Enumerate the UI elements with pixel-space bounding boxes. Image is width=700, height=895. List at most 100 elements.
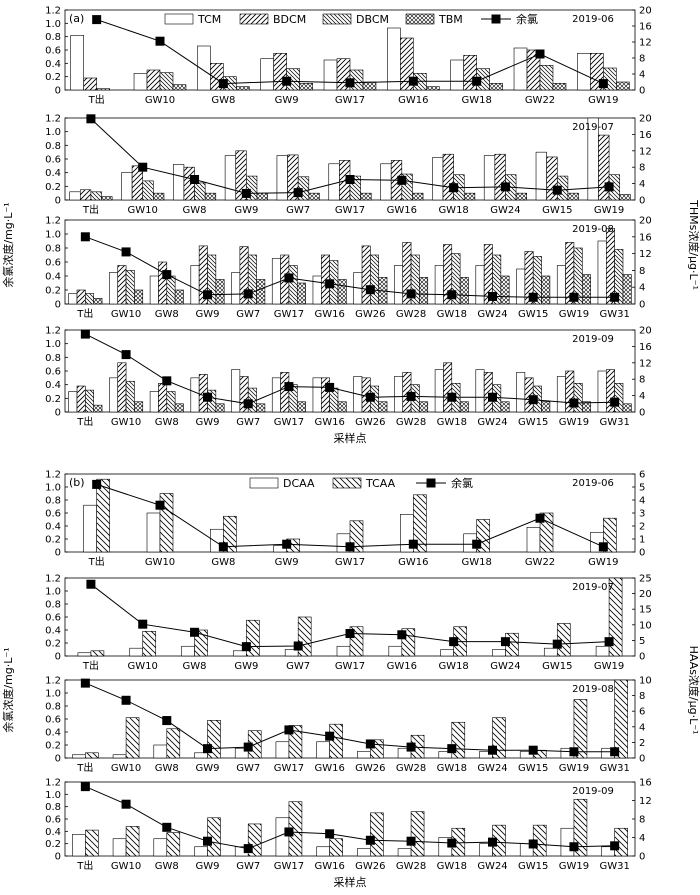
xtick-label: GW19: [588, 557, 618, 568]
xtick-label: GW15: [518, 861, 548, 872]
legend-label-tbm: TBM: [438, 13, 463, 26]
bar-dcaa: [543, 647, 558, 657]
ytick-label: 1.2: [45, 574, 61, 585]
bar-dcaa: [492, 649, 506, 657]
xtick-label: GW7: [236, 417, 260, 428]
line-residual-chlorine: [85, 333, 615, 405]
bar-tcm: [432, 157, 444, 201]
xtick-label: GW22: [525, 95, 555, 106]
bar-dbcm: [401, 173, 413, 201]
bar-tcm: [224, 155, 237, 201]
xtick-label: GW24: [477, 309, 507, 320]
y2tick-label: 5: [639, 483, 645, 494]
ytick-label: 0: [55, 754, 61, 765]
xtick-label: GW17: [274, 309, 304, 320]
bar-tcm: [190, 265, 200, 305]
xtick-label: GW9: [196, 309, 220, 320]
ytick-label: 1.0: [45, 127, 61, 138]
ytick-label: 0.8: [45, 244, 61, 255]
bar-tcm: [483, 155, 496, 201]
bar-tbm: [236, 86, 250, 91]
xtick-label: GW9: [275, 95, 299, 106]
xtick-label: GW19: [559, 763, 589, 774]
point-residual-chlorine: [80, 329, 90, 339]
ytick-label: 0.6: [45, 509, 61, 520]
xtick-label: GW16: [314, 861, 344, 872]
panel-6: 0 0.2 0.4 0.6 0.8 1.0 1.2 0 2 4 6 8 10 T出 GW10 GW8 GW9 GW…: [45, 676, 652, 775]
bar-tbm: [174, 403, 184, 413]
bar-tbm: [622, 274, 632, 305]
y2tick-label: 1: [639, 535, 645, 546]
y2tick-label: 4: [639, 391, 645, 402]
point-residual-chlorine: [528, 292, 538, 302]
point-residual-chlorine: [162, 270, 172, 280]
bar-tcm: [149, 275, 159, 305]
bar-tcm: [231, 272, 241, 305]
bar-dcaa: [388, 645, 403, 657]
xtick-label: GW10: [111, 309, 141, 320]
legend: TCM BDCM DBCM TBM 余氯: [164, 12, 538, 26]
ylabel-b-left: 余氯浓度/mg·L⁻¹: [1, 647, 15, 732]
xlabel: 采样点: [334, 431, 367, 445]
bar-dcaa: [72, 754, 86, 759]
point-residual-chlorine: [203, 744, 212, 754]
xtick-label: GW15: [542, 661, 572, 672]
point-residual-chlorine: [406, 836, 416, 846]
bar-dbcm: [166, 391, 176, 413]
legend-label-tcm: TCM: [197, 13, 221, 26]
panel-5: 0 0.2 0.4 0.6 0.8 1.0 1.2 0 5 10 15 20 25 T出 GW10 GW8 GW…: [45, 574, 652, 673]
bar-tbm: [153, 192, 165, 201]
bar-bdcm: [280, 372, 290, 413]
xtick-label: GW15: [518, 417, 548, 428]
xtick-label: T出: [82, 659, 99, 672]
point-residual-chlorine: [293, 188, 303, 198]
bar-tcm: [323, 59, 338, 91]
xtick-label: GW9: [196, 417, 220, 428]
bar-dbcm: [573, 382, 583, 413]
bar-bdcm: [494, 153, 506, 201]
legend-label-dbcm: DBCM: [356, 13, 389, 26]
ytick-label: 0.4: [45, 626, 61, 637]
bar-tcm: [450, 59, 464, 91]
xlabel: 采样点: [334, 875, 367, 889]
point-residual-chlorine: [535, 49, 545, 59]
point-residual-chlorine: [241, 642, 251, 652]
bar-tcaa: [85, 829, 99, 857]
y2tick-label: 0: [639, 300, 645, 311]
bar-tcaa: [96, 478, 110, 553]
bar-tcm: [516, 372, 526, 413]
point-residual-chlorine: [243, 289, 253, 299]
xtick-label: GW18: [437, 309, 467, 320]
ytick-label: 1.2: [45, 326, 61, 337]
ytick-label: 0: [55, 548, 61, 559]
point-residual-chlorine: [528, 745, 538, 755]
point-residual-chlorine: [325, 382, 335, 392]
bar-tbm: [515, 192, 527, 201]
bar-tbm: [360, 192, 372, 201]
xtick-label: GW28: [396, 763, 426, 774]
point-residual-chlorine: [528, 395, 538, 405]
bar-tcm: [231, 369, 241, 413]
xtick-label: GW15: [518, 763, 548, 774]
legend-label-bdcm: BDCM: [273, 13, 306, 26]
ytick-label: 0.4: [45, 522, 61, 533]
xtick-label: T出: [88, 93, 105, 106]
bar-dbcm: [85, 293, 95, 305]
point-residual-chlorine: [569, 747, 579, 757]
plot-frame: [64, 679, 636, 759]
bar-tbm: [552, 83, 567, 91]
point-residual-chlorine: [243, 399, 253, 409]
bar-dcaa: [560, 827, 575, 857]
xtick-label: GW16: [314, 763, 344, 774]
bar-dcaa: [77, 652, 92, 657]
xtick-label: GW17: [274, 763, 304, 774]
bar-tcm: [513, 47, 528, 91]
bar-tbm: [299, 83, 313, 91]
panel-3: 0 0.2 0.4 0.6 0.8 1.0 1.2 0 4 8 12 16 20 T出 GW10 GW8 GW9…: [45, 326, 652, 446]
point-residual-chlorine: [155, 500, 165, 510]
bar-tbm: [101, 196, 113, 201]
bar-tcaa: [614, 679, 628, 759]
bar-tcm: [271, 377, 281, 413]
bar-tcm: [328, 163, 340, 201]
